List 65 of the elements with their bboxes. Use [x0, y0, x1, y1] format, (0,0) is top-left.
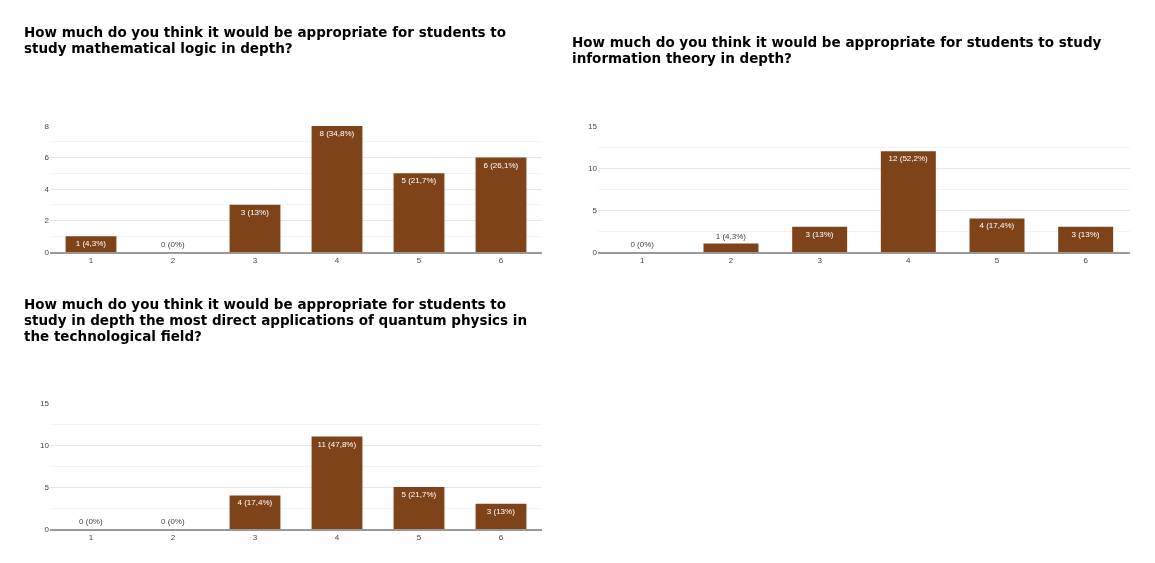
x-tick-label: 2: [170, 533, 176, 543]
data-label: 11 (47,8%): [317, 439, 357, 449]
x-tick-label: 1: [640, 256, 646, 266]
x-tick-label: 3: [252, 533, 258, 543]
x-tick-label: 4: [906, 256, 912, 266]
data-label: 3 (13%): [805, 229, 834, 239]
bar: [703, 243, 759, 252]
bar: [311, 126, 363, 252]
bar: [311, 436, 363, 529]
data-label: 8 (34,8%): [319, 129, 355, 138]
data-label: 0 (0%): [79, 517, 103, 526]
x-tick-label: 1: [88, 256, 94, 266]
y-tick-label: 0: [592, 247, 598, 257]
y-tick-label: 2: [44, 216, 50, 226]
bar: [229, 495, 281, 529]
y-tick-label: 5: [592, 205, 598, 215]
bar: [969, 218, 1025, 252]
y-tick-label: 10: [588, 163, 598, 173]
data-label: 3 (13%): [240, 207, 270, 217]
data-label: 0 (0%): [630, 240, 655, 249]
x-tick-label: 6: [1083, 256, 1089, 266]
data-label: 5 (21,7%): [401, 176, 437, 186]
data-label: 0 (0%): [161, 240, 185, 249]
data-label: 6 (26,1%): [483, 160, 519, 170]
y-tick-label: 8: [44, 121, 50, 131]
x-tick-label: 2: [170, 256, 176, 266]
bar: [393, 487, 445, 529]
y-tick-label: 6: [44, 153, 50, 163]
y-tick-label: 0: [44, 247, 50, 257]
bar: [229, 204, 281, 252]
data-label: 5 (21,7%): [401, 490, 437, 499]
data-label: 3 (13%): [486, 506, 516, 516]
x-tick-label: 1: [88, 533, 94, 543]
x-tick-label: 4: [334, 533, 340, 543]
data-label: 1 (4,3%): [715, 231, 747, 241]
data-label: 12 (52,2%): [888, 154, 929, 164]
chart-title: How much do you think it would be appropriate for students to study information theory in depth?: [572, 34, 1103, 66]
x-tick-label: 5: [416, 533, 422, 543]
bar: [792, 226, 848, 252]
chart-title: How much do you think it would be appropriate for students to study mathematical logic in depth?: [24, 24, 508, 56]
y-tick-label: 4: [44, 184, 50, 194]
bar: [1058, 226, 1114, 252]
y-tick-label: 10: [40, 440, 50, 450]
y-tick-label: 5: [44, 482, 50, 492]
data-label: 0 (0%): [161, 517, 185, 526]
data-label: 4 (17,4%): [237, 498, 273, 508]
bar: [393, 173, 445, 252]
data-label: 4 (17,4%): [979, 221, 1015, 231]
y-tick-label: 0: [44, 524, 50, 534]
x-tick-label: 3: [817, 256, 823, 266]
x-tick-label: 6: [498, 533, 504, 543]
data-label: 1 (4,3%): [75, 239, 107, 249]
data-label: 3 (13%): [1071, 229, 1100, 239]
x-tick-label: 5: [994, 256, 1000, 266]
x-tick-label: 6: [498, 256, 504, 266]
x-tick-label: 3: [252, 256, 258, 266]
bar: [475, 157, 527, 252]
bar: [475, 503, 527, 529]
bar: [880, 151, 936, 252]
y-tick-label: 15: [588, 121, 598, 131]
chart-title: How much do you think it would be appropriate for students to study in depth the most direct applications of quantum physics in the technological field?: [24, 296, 529, 344]
y-tick-label: 15: [40, 398, 50, 408]
x-tick-label: 4: [334, 256, 340, 266]
x-tick-label: 2: [728, 256, 734, 266]
x-tick-label: 5: [416, 256, 422, 266]
